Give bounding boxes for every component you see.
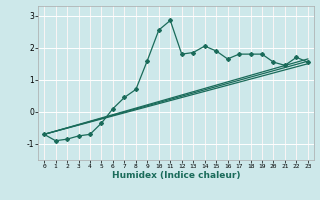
X-axis label: Humidex (Indice chaleur): Humidex (Indice chaleur) — [112, 171, 240, 180]
